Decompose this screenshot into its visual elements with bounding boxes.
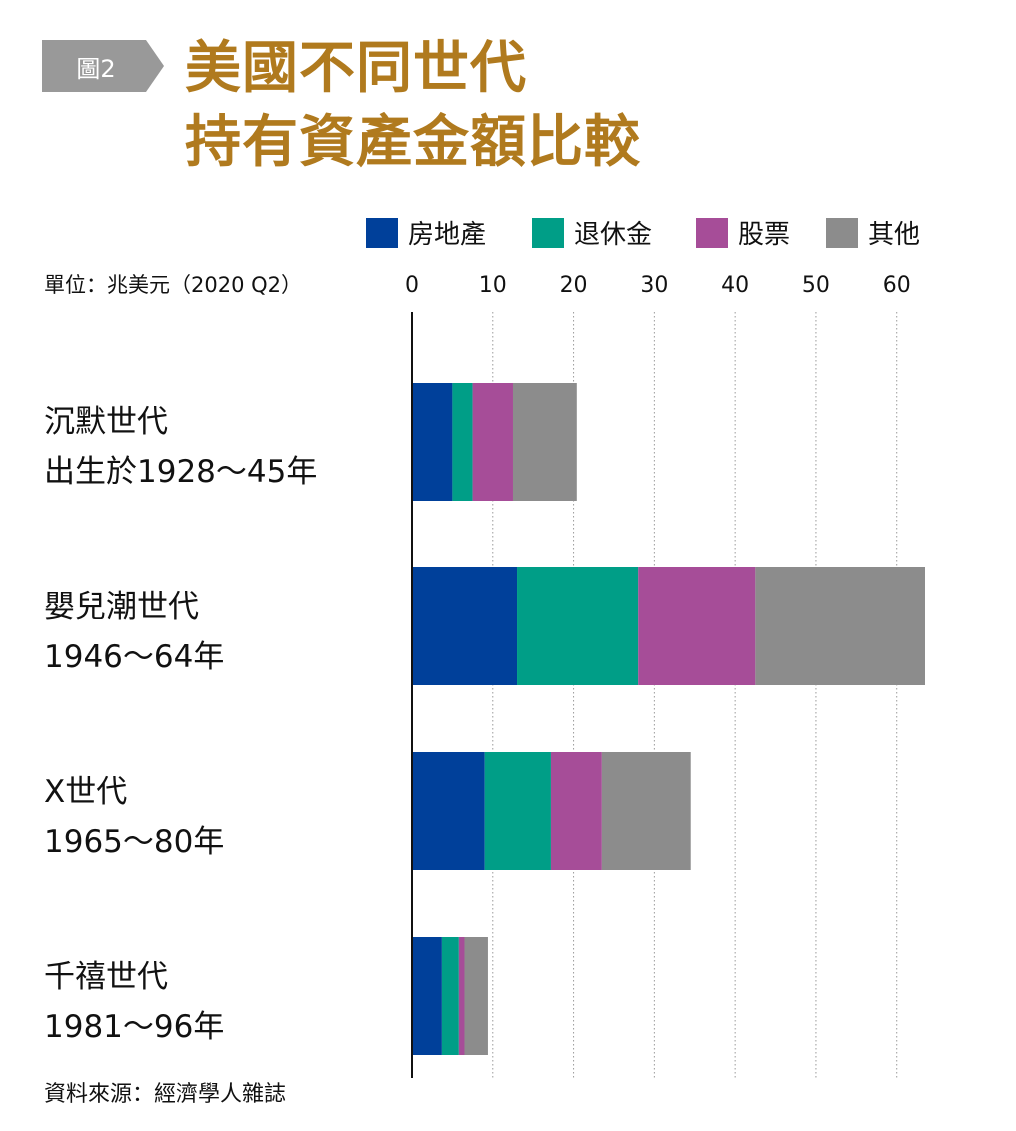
bar-segment bbox=[412, 937, 442, 1055]
bar-segment bbox=[464, 937, 488, 1055]
legend-swatch bbox=[826, 218, 858, 248]
bar-segment bbox=[472, 383, 513, 501]
bar-segment bbox=[452, 383, 473, 501]
figure-badge: 圖2 bbox=[42, 40, 166, 92]
bar-segment bbox=[484, 752, 551, 870]
bar-segment bbox=[638, 567, 756, 685]
chart-title-line2: 持有資產金額比較 bbox=[185, 109, 641, 175]
badge-arrow-polygon bbox=[42, 40, 164, 92]
category-label: 沉默世代 bbox=[44, 404, 168, 440]
x-tick-label: 0 bbox=[405, 273, 419, 298]
category-label: 1946～64年 bbox=[44, 639, 224, 675]
unit-label: 單位：兆美元（2020 Q2） bbox=[44, 273, 302, 297]
category-label: X世代 bbox=[44, 774, 127, 810]
category-label: 出生於1928～45年 bbox=[44, 454, 317, 490]
legend-label: 房地產 bbox=[408, 220, 486, 250]
x-tick-label: 20 bbox=[560, 273, 588, 298]
x-tick-label: 10 bbox=[479, 273, 507, 298]
category-label: 1965～80年 bbox=[44, 824, 224, 860]
bar-segment bbox=[412, 752, 485, 870]
bar-segment bbox=[412, 567, 518, 685]
category-label: 嬰兒潮世代 bbox=[44, 589, 199, 625]
x-tick-label: 40 bbox=[721, 273, 749, 298]
badge-arrow-shape bbox=[42, 40, 164, 92]
x-tick-label: 30 bbox=[640, 273, 668, 298]
category-label: 1981～96年 bbox=[44, 1009, 224, 1045]
bar-segment bbox=[512, 383, 577, 501]
bar-segment bbox=[412, 383, 453, 501]
category-label: 千禧世代 bbox=[44, 959, 168, 995]
legend-swatch bbox=[366, 218, 398, 248]
bar-segment bbox=[441, 937, 459, 1055]
x-tick-label: 60 bbox=[883, 273, 911, 298]
legend-label: 其他 bbox=[868, 220, 920, 250]
legend-label: 退休金 bbox=[574, 220, 652, 250]
source-note: 資料來源：經濟學人雜誌 bbox=[44, 1082, 286, 1107]
bar-segment bbox=[550, 752, 602, 870]
bar-segment bbox=[458, 937, 465, 1055]
legend-swatch bbox=[696, 218, 728, 248]
chart-title-line1: 美國不同世代 bbox=[185, 35, 527, 101]
bar-segment bbox=[517, 567, 639, 685]
legend-swatch bbox=[532, 218, 564, 248]
legend-label: 股票 bbox=[738, 220, 790, 250]
badge-label: 圖2 bbox=[76, 54, 116, 83]
x-tick-label: 50 bbox=[802, 273, 830, 298]
bar-segment bbox=[755, 567, 925, 685]
bar-segment bbox=[601, 752, 691, 870]
